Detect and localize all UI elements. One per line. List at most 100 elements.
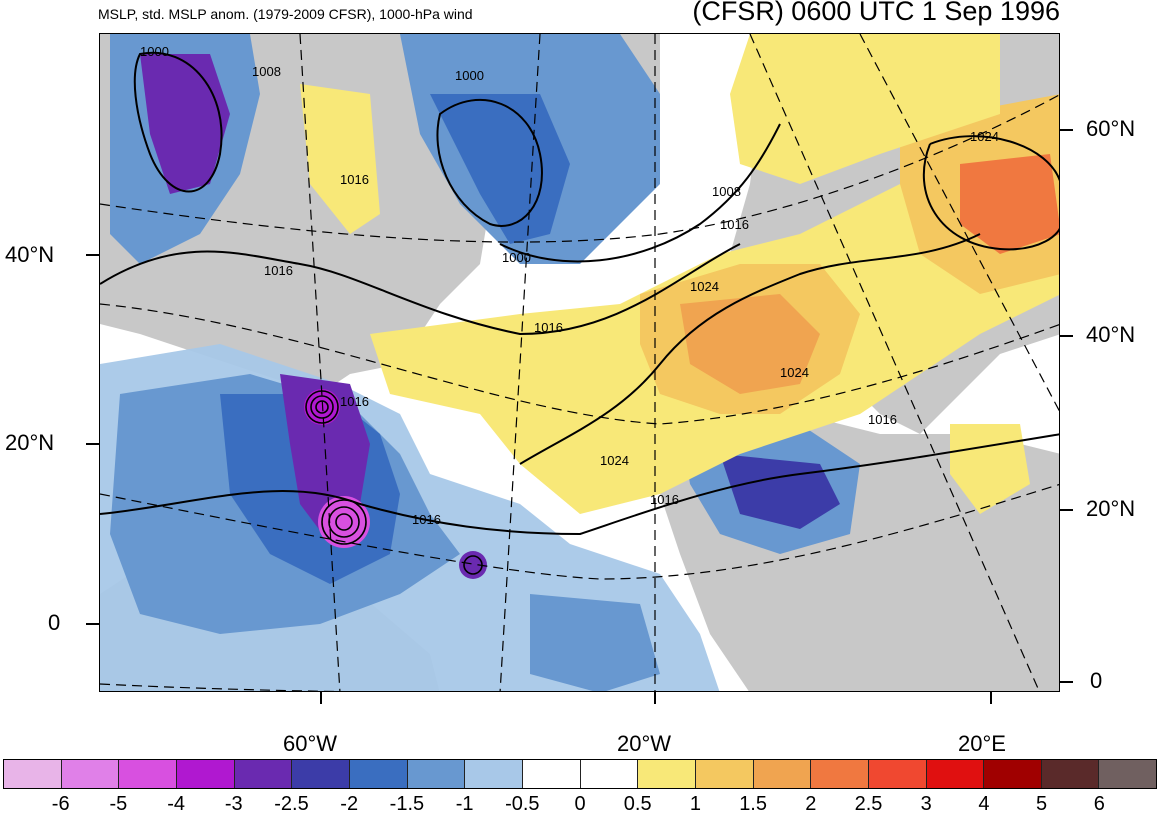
contour-labels: 1000 1008 1000 1016 1008 1016 1024 1000 … bbox=[140, 44, 999, 527]
anom-neg-greenland-core bbox=[430, 94, 570, 244]
title-left: MSLP, std. MSLP anom. (1979-2009 CFSR), … bbox=[98, 6, 473, 22]
contour-label: 1016 bbox=[340, 172, 369, 187]
colorbar-segment bbox=[753, 760, 812, 788]
graticule-line bbox=[859, 34, 1059, 412]
graticule-line bbox=[299, 34, 341, 691]
contour-label: 1024 bbox=[690, 279, 719, 294]
colorbar-segment bbox=[407, 760, 466, 788]
colorbar-segment bbox=[638, 760, 696, 788]
colorbar-label: -0.5 bbox=[505, 793, 540, 815]
contour-label: 1000 bbox=[455, 68, 484, 83]
lat-label-right: 40°N bbox=[1086, 322, 1136, 347]
colorbar-label: 1.5 bbox=[739, 793, 767, 815]
axis-tick bbox=[1060, 509, 1073, 511]
colorbar-segment bbox=[61, 760, 120, 788]
lat-label-right: 60°N bbox=[1086, 116, 1136, 141]
title-right: (CFSR) 0600 UTC 1 Sep 1996 bbox=[692, 0, 1060, 26]
anom-pos-europe-core bbox=[960, 154, 1059, 254]
contour-label: 1016 bbox=[534, 320, 563, 335]
colorbar-label: -4 bbox=[167, 793, 185, 815]
graticule bbox=[100, 34, 1059, 691]
lat-label-right: 20°N bbox=[1086, 496, 1136, 521]
colorbar-label: 5 bbox=[1036, 793, 1048, 815]
lon-label: 20°E bbox=[958, 731, 1006, 756]
graticule-line bbox=[100, 303, 1059, 425]
isobar-ring bbox=[335, 513, 353, 531]
isobar-ring bbox=[315, 400, 329, 414]
isobar-ring bbox=[328, 506, 360, 538]
colorbar-segment bbox=[1041, 760, 1100, 788]
contour-label: 1008 bbox=[252, 64, 281, 79]
anom-pos-africa-east bbox=[950, 424, 1030, 514]
colorbar-segment bbox=[292, 760, 350, 788]
isobar-1000-canada bbox=[133, 51, 223, 193]
graticule-line bbox=[100, 483, 1059, 580]
anom-neg-canada-core bbox=[140, 54, 230, 194]
colorbar-segment bbox=[695, 760, 754, 788]
graticule-line bbox=[100, 683, 341, 691]
axis-tick bbox=[1060, 129, 1073, 131]
colorbar-segment bbox=[926, 760, 985, 788]
axis-tick bbox=[86, 623, 99, 625]
colorbar-label: -2 bbox=[340, 793, 359, 815]
isobar-1024-atlantic bbox=[519, 233, 981, 465]
colorbar-segment bbox=[984, 760, 1042, 788]
colorbar-label: -1 bbox=[455, 793, 474, 815]
isobar-1016-south bbox=[100, 433, 1059, 536]
colorbar-label: -1.5 bbox=[389, 793, 425, 815]
axis-tick bbox=[86, 443, 99, 445]
colorbar-segment bbox=[811, 760, 869, 788]
isobar-ring bbox=[321, 499, 367, 545]
colorbar-segment bbox=[868, 760, 927, 788]
colorbar-segment bbox=[465, 760, 523, 788]
lat-label-left: 40°N bbox=[5, 242, 55, 267]
contour-label: 1016 bbox=[720, 217, 749, 232]
isobar-1024-europe bbox=[922, 135, 1059, 251]
anom-neg-equator bbox=[530, 594, 660, 691]
contour-label: 1016 bbox=[868, 412, 897, 427]
colorbar-label: 3 bbox=[920, 793, 932, 815]
axis-tick bbox=[654, 692, 656, 704]
contour-label: 1000 bbox=[140, 44, 169, 59]
colorbar-label: 0 bbox=[574, 793, 586, 815]
isobar-lines bbox=[100, 51, 1059, 536]
colorbar-label: -2.5 bbox=[274, 793, 309, 815]
lon-label: 60°W bbox=[283, 731, 338, 756]
colorbar-label: 4 bbox=[978, 793, 990, 815]
colorbar-label: -6 bbox=[51, 793, 70, 815]
graticule-line bbox=[499, 34, 541, 691]
axis-tick bbox=[1060, 681, 1073, 683]
anom-low-center-1 bbox=[304, 389, 340, 425]
colorbar-segment bbox=[234, 760, 293, 788]
axis-tick bbox=[320, 692, 322, 704]
contour-label: 1016 bbox=[340, 394, 369, 409]
colorbar-label: 1 bbox=[689, 793, 701, 815]
colorbar-label: 2 bbox=[805, 793, 817, 815]
contour-label: 1016 bbox=[264, 263, 293, 278]
map-panel: 1000 1008 1000 1016 1008 1016 1024 1000 … bbox=[99, 33, 1060, 692]
colorbar bbox=[3, 759, 1157, 789]
colorbar-segment bbox=[349, 760, 408, 788]
colorbar-label: 6 bbox=[1093, 793, 1105, 815]
contour-label: 1024 bbox=[970, 129, 999, 144]
contour-label: 1024 bbox=[780, 365, 809, 380]
map-canvas: 1000 1008 1000 1016 1008 1016 1024 1000 … bbox=[100, 34, 1059, 691]
anom-low-center-3 bbox=[459, 551, 487, 579]
graticule-line bbox=[749, 34, 1040, 691]
lon-label: 20°W bbox=[617, 731, 672, 756]
colorbar-segment bbox=[522, 760, 581, 788]
contour-label: 1000 bbox=[502, 250, 531, 265]
colorbar-segment bbox=[1099, 760, 1157, 788]
colorbar-label: 2.5 bbox=[854, 793, 883, 815]
colorbar-segment bbox=[4, 760, 62, 788]
contour-label: 1016 bbox=[650, 492, 679, 507]
colorbar-segment bbox=[119, 760, 177, 788]
contour-label: 1016 bbox=[412, 512, 441, 527]
lat-label-left: 20°N bbox=[5, 430, 55, 455]
axis-tick bbox=[86, 254, 99, 256]
lat-label-right: 0 bbox=[1090, 668, 1103, 693]
graticule-line bbox=[100, 94, 1059, 243]
colorbar-label: -5 bbox=[109, 793, 128, 815]
contour-label: 1024 bbox=[600, 453, 629, 468]
anom-pos-3 bbox=[680, 294, 820, 394]
